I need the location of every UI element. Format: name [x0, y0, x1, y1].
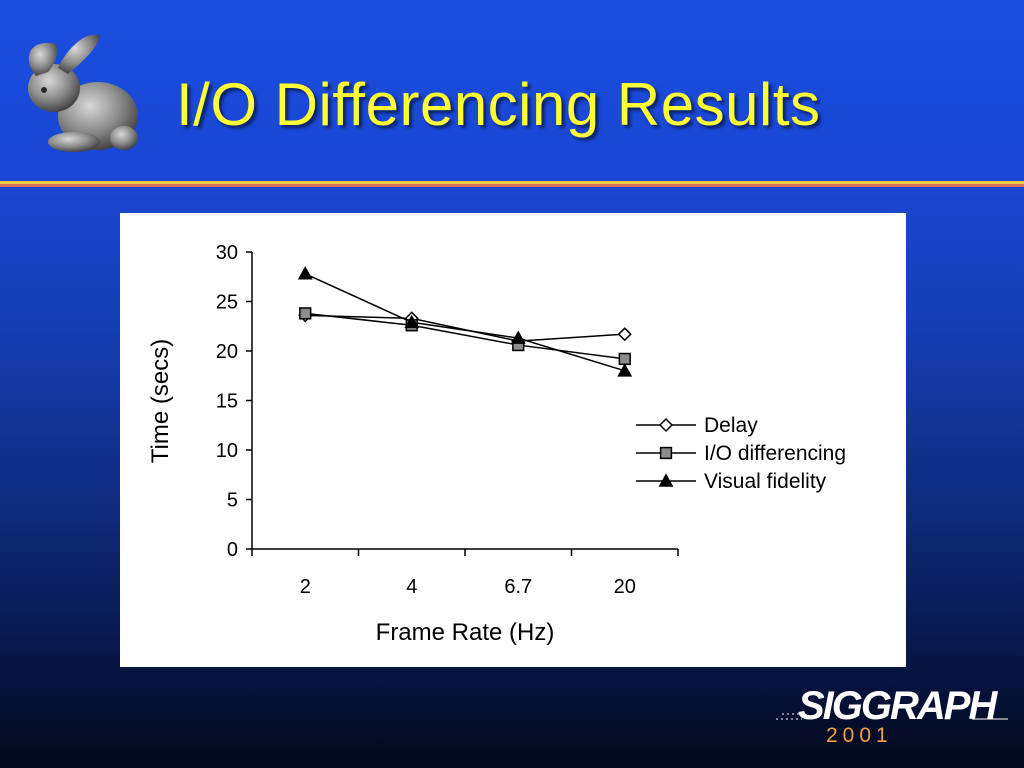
series-lines	[304, 273, 625, 372]
series-line	[304, 273, 625, 372]
slide-title: I/O Differencing Results	[176, 71, 821, 138]
chart-panel: 0 5 10 15 20 25 30 2 4 6.7 20 Frame Rate (Hz) Tim…	[120, 213, 906, 667]
title-divider-bottom	[0, 184, 1024, 187]
y-tick-label: 30	[216, 242, 238, 264]
legend-label: I/O differencing	[704, 442, 846, 465]
y-tick-label: 5	[227, 490, 238, 512]
legend-label: Visual fidelity	[704, 470, 827, 493]
series-markers	[297, 266, 633, 377]
chart-legend: Delay I/O differencing Visual fidelity	[636, 414, 846, 493]
data-point	[618, 352, 631, 366]
x-tick-label: 6.7	[504, 576, 532, 598]
x-axis-label: Frame Rate (Hz)	[376, 619, 555, 646]
bunny-icon	[28, 34, 138, 152]
y-tick-label: 0	[227, 539, 238, 561]
chart-axes	[251, 252, 678, 550]
legend-marker	[659, 446, 673, 460]
series-line	[305, 312, 625, 360]
x-tick-label: 2	[300, 576, 311, 598]
y-ticks: 0 5 10 15 20 25 30	[216, 242, 252, 561]
data-point	[297, 266, 313, 280]
x-tick-label: 4	[406, 576, 417, 598]
legend-marker	[658, 473, 674, 487]
x-tick-label: 20	[614, 576, 636, 598]
data-point	[404, 314, 420, 329]
y-tick-label: 20	[216, 341, 238, 363]
x-ticks: 2 4 6.7 20	[251, 549, 679, 598]
data-point	[510, 330, 526, 344]
title-divider-top	[0, 181, 1024, 184]
siggraph-logo-icon	[776, 713, 1008, 720]
y-tick-label: 15	[216, 391, 238, 413]
data-point	[617, 363, 633, 377]
y-tick-label: 10	[216, 440, 238, 462]
siggraph-logo-year: 2001	[826, 724, 893, 747]
siggraph-logo-text: SIGGRAPH	[798, 684, 997, 728]
line-chart: 0 5 10 15 20 25 30 2 4 6.7 20 Frame Rate (Hz) Tim…	[147, 242, 846, 646]
data-point	[299, 307, 312, 320]
legend-marker	[658, 417, 674, 433]
legend-label: Delay	[704, 414, 758, 437]
y-tick-label: 25	[216, 292, 238, 314]
data-point	[617, 327, 632, 342]
y-axis-label: Time (secs)	[147, 339, 174, 463]
